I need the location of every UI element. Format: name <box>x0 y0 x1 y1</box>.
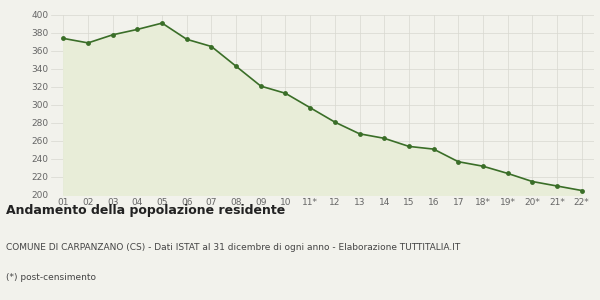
Text: Andamento della popolazione residente: Andamento della popolazione residente <box>6 204 285 217</box>
Text: (*) post-censimento: (*) post-censimento <box>6 273 96 282</box>
Text: COMUNE DI CARPANZANO (CS) - Dati ISTAT al 31 dicembre di ogni anno - Elaborazion: COMUNE DI CARPANZANO (CS) - Dati ISTAT a… <box>6 243 460 252</box>
